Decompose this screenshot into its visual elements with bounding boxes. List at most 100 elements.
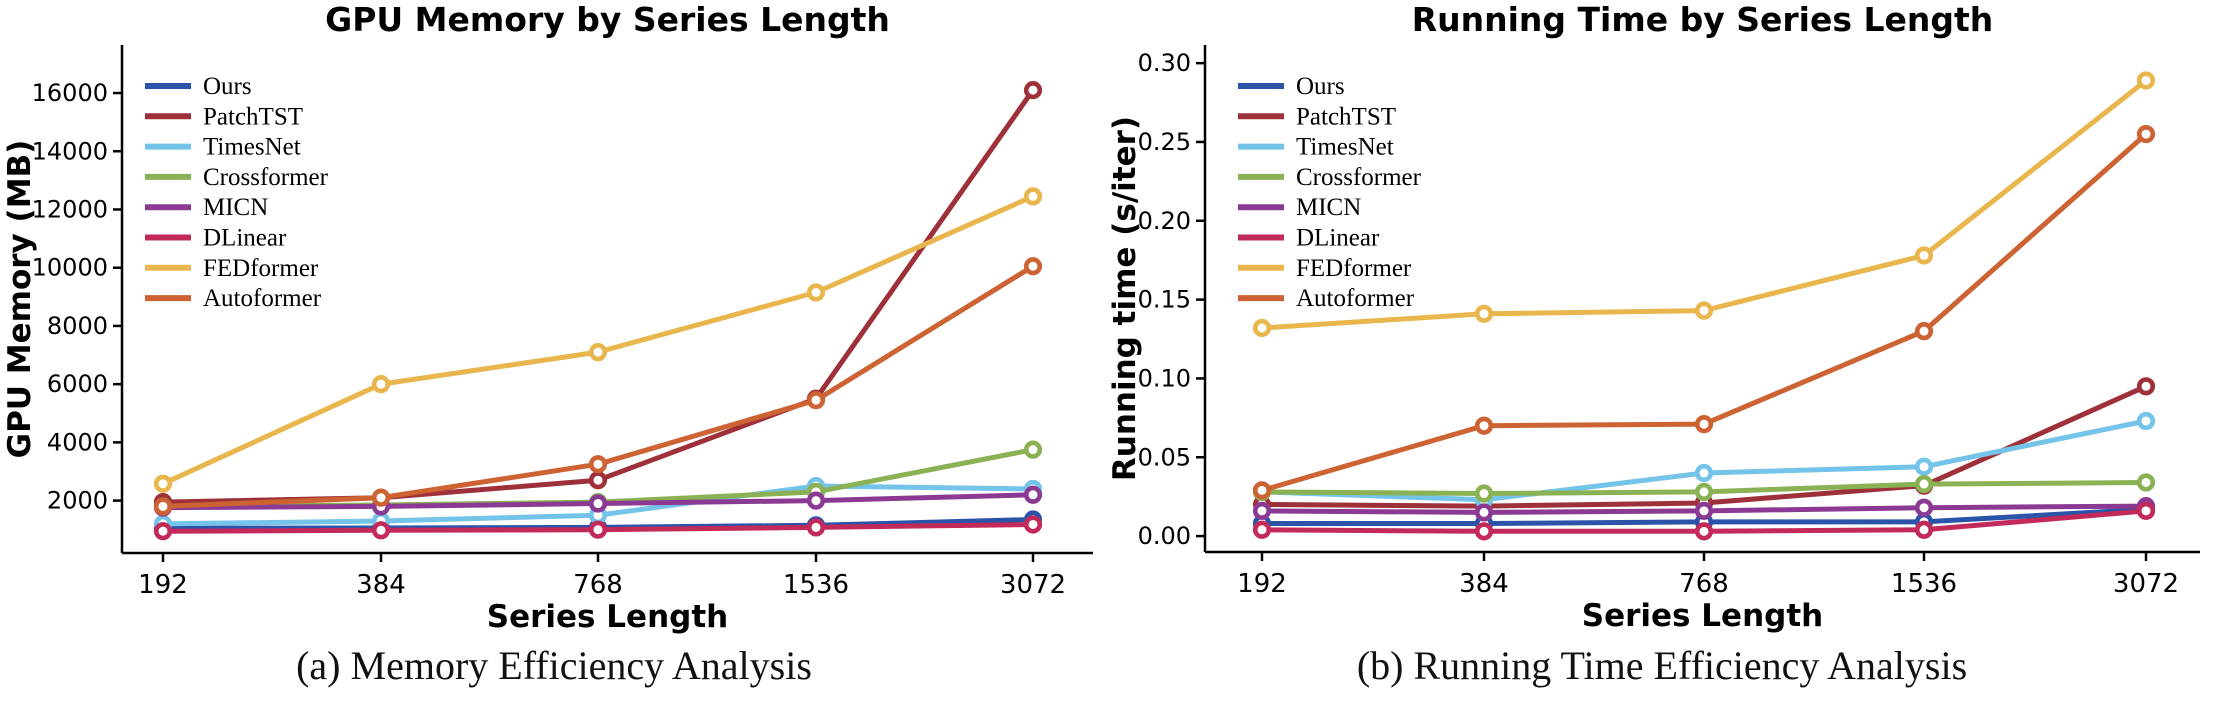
data-point-marker-dlinear: [1252, 520, 1272, 539]
data-point-marker-autoformer: [1694, 415, 1714, 434]
y-tick-label: 6000: [47, 370, 108, 398]
chart-running-time: 0.00 0.05 0.10 0.15 0.20 0.25 0.30 192 384 768 153…: [1108, 0, 2216, 640]
data-point-marker-micn: [1023, 485, 1043, 504]
y-tick-label: 0.30: [1138, 49, 1191, 77]
x-tick-label: 768: [1679, 569, 1729, 599]
x-axis-label: Series Length: [487, 599, 728, 635]
data-point-marker-timesnet: [1914, 457, 1934, 476]
data-point-marker-fedformer: [588, 343, 608, 362]
x-tick-label: 1536: [1891, 569, 1957, 599]
y-axis-label: GPU Memory (MB): [2, 140, 38, 459]
y-axis-label: Running time (s/iter): [1108, 116, 1143, 481]
data-point-marker-fedformer: [1914, 246, 1934, 265]
y-tick-label: 0.05: [1138, 443, 1191, 471]
legend-label-crossformer: Crossformer: [203, 164, 329, 191]
x-tick-label: 384: [356, 570, 406, 600]
legend-label-fedformer: FEDformer: [203, 255, 319, 282]
legend-label-micn: MICN: [1296, 194, 1361, 221]
data-point-marker-micn: [1252, 501, 1272, 520]
data-point-marker-autoformer: [806, 391, 826, 410]
data-point-marker-fedformer: [1252, 318, 1272, 338]
data-point-marker-dlinear: [2136, 501, 2156, 520]
data-point-marker-autoformer: [371, 488, 391, 507]
gpu-memory-chart-canvas: 2000 4000 6000 8000 10000 12000 14000 16000 192 3…: [2, 0, 1093, 635]
data-point-marker-dlinear: [1694, 522, 1714, 541]
chart-title: GPU Memory by Series Length: [325, 0, 890, 39]
x-tick-label: 192: [138, 570, 188, 600]
data-point-marker-autoformer: [588, 455, 608, 474]
data-point-marker-micn: [588, 494, 608, 513]
data-point-marker-dlinear: [806, 518, 826, 537]
data-point-marker-micn: [1694, 501, 1714, 520]
x-tick-label: 384: [1459, 569, 1509, 599]
legend-label-ours: Ours: [1296, 73, 1345, 100]
data-point-marker-patchtst: [2136, 377, 2156, 396]
chart-gpu-memory: 2000 4000 6000 8000 10000 12000 14000 16000 192 3…: [0, 0, 1108, 640]
data-point-marker-autoformer: [1252, 481, 1272, 500]
data-point-marker-timesnet: [1694, 463, 1714, 483]
legend-label-timesnet: TimesNet: [203, 134, 301, 161]
data-point-marker-autoformer: [1474, 416, 1494, 435]
data-point-marker-dlinear: [153, 522, 173, 541]
y-tick-label: 16000: [32, 79, 108, 107]
legend-label-fedformer: FEDformer: [1296, 255, 1412, 282]
legend-label-autoformer: Autoformer: [1296, 285, 1415, 312]
y-tick-label: 4000: [47, 428, 108, 456]
data-point-marker-fedformer: [1694, 301, 1714, 320]
chart-title: Running Time by Series Length: [1412, 0, 1994, 39]
data-point-marker-fedformer: [1023, 187, 1043, 206]
data-point-marker-autoformer: [1914, 322, 1934, 341]
data-point-marker-fedformer: [371, 375, 391, 394]
data-point-marker-dlinear: [1474, 522, 1494, 541]
x-tick-label: 3072: [1000, 570, 1066, 600]
x-tick-label: 3072: [2113, 569, 2179, 599]
charts-row: 2000 4000 6000 8000 10000 12000 14000 16000 192 3…: [0, 0, 2216, 640]
data-point-marker-crossformer: [1474, 484, 1494, 503]
y-tick-label: 14000: [32, 137, 108, 165]
running-time-chart-canvas: 0.00 0.05 0.10 0.15 0.20 0.25 0.30 192 384 768 153…: [1108, 0, 2200, 634]
y-tick-label: 10000: [32, 254, 108, 282]
y-tick-label: 0.20: [1138, 207, 1191, 235]
data-point-marker-dlinear: [1023, 515, 1043, 534]
data-point-marker-dlinear: [588, 520, 608, 539]
data-point-marker-fedformer: [2136, 71, 2156, 90]
y-tick-label: 0.25: [1138, 128, 1191, 156]
y-tick-label: 12000: [32, 195, 108, 223]
data-point-marker-autoformer: [2136, 124, 2156, 144]
data-point-marker-dlinear: [1914, 520, 1934, 539]
data-point-marker-autoformer: [153, 497, 173, 516]
caption-running-time-efficiency: (b) Running Time Efficiency Analysis: [1356, 643, 1968, 688]
y-tick-label: 0.00: [1138, 522, 1191, 550]
data-point-marker-crossformer: [1023, 440, 1043, 459]
data-point-marker-patchtst: [1023, 81, 1043, 100]
caption-memory-efficiency: (a) Memory Efficiency Analysis: [296, 643, 812, 688]
legend-label-timesnet: TimesNet: [1296, 134, 1394, 161]
data-point-marker-crossformer: [1694, 482, 1714, 502]
legend-label-dlinear: DLinear: [203, 225, 287, 252]
y-tick-label: 0.10: [1138, 364, 1191, 392]
series-line-fedformer: [160, 193, 1036, 487]
legend-label-patchtst: PatchTST: [203, 103, 303, 130]
x-tick-label: 192: [1237, 569, 1287, 599]
data-point-marker-micn: [806, 491, 826, 510]
x-axis-label: Series Length: [1582, 598, 1823, 634]
legend-label-dlinear: DLinear: [1296, 225, 1380, 252]
data-point-marker-patchtst: [588, 471, 608, 490]
y-tick-label: 2000: [47, 487, 108, 515]
data-point-marker-fedformer: [153, 474, 173, 493]
legend-label-ours: Ours: [203, 73, 252, 100]
data-point-marker-fedformer: [1474, 304, 1494, 323]
data-point-marker-crossformer: [1914, 474, 1934, 494]
data-point-marker-fedformer: [806, 283, 826, 302]
data-point-marker-micn: [1914, 498, 1934, 517]
x-tick-label: 768: [573, 570, 623, 600]
y-tick-label: 0.15: [1138, 286, 1191, 314]
x-tick-label: 1536: [783, 570, 849, 600]
data-point-marker-autoformer: [1023, 257, 1043, 276]
legend-label-autoformer: Autoformer: [203, 285, 322, 312]
legend-label-micn: MICN: [203, 194, 268, 221]
data-point-marker-timesnet: [2136, 411, 2156, 431]
data-point-marker-dlinear: [371, 521, 391, 540]
data-point-marker-crossformer: [2136, 473, 2156, 492]
